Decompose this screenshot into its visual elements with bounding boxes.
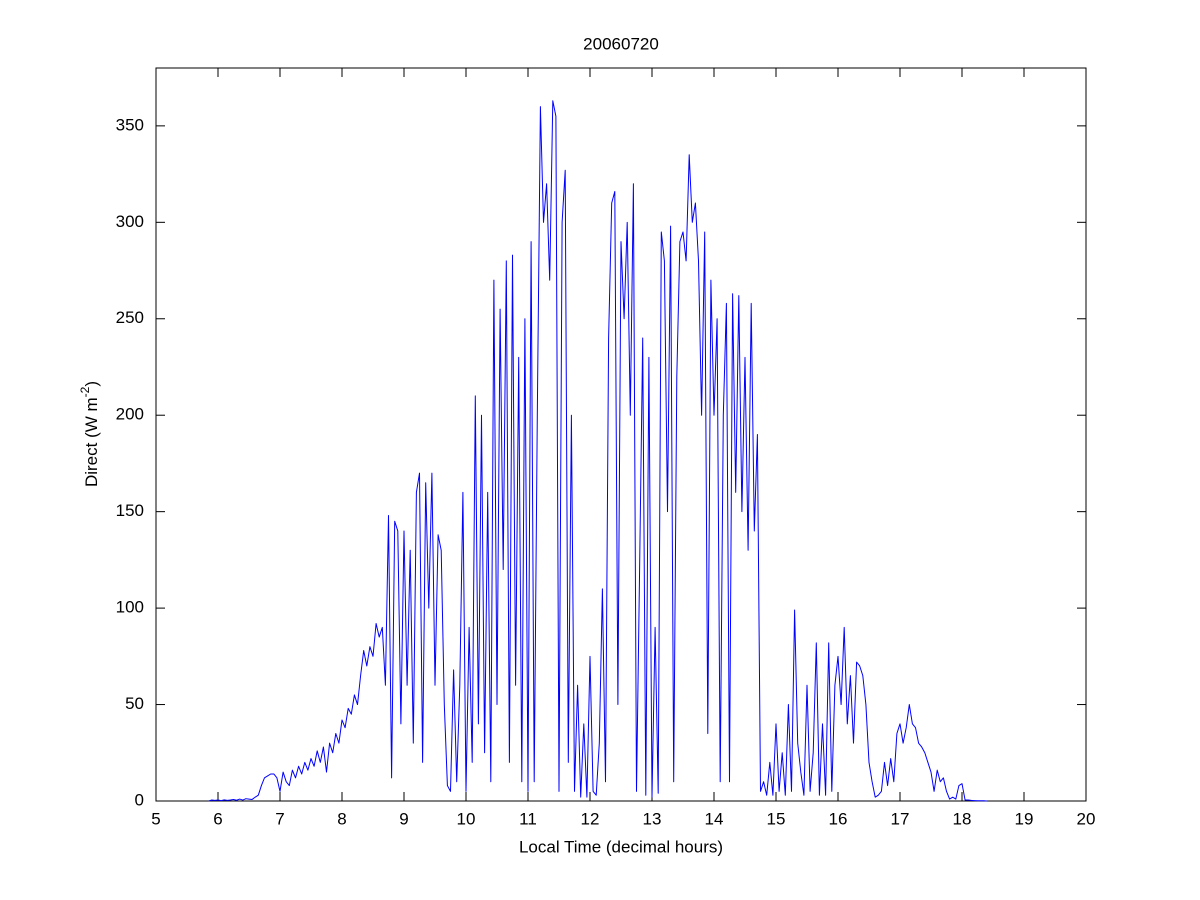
x-tick-label: 11 <box>519 809 537 828</box>
y-tick-label: 150 <box>116 501 144 520</box>
x-tick-label: 9 <box>399 809 408 828</box>
x-tick-label: 12 <box>581 809 600 828</box>
x-tick-label: 6 <box>213 809 222 828</box>
x-tick-label: 10 <box>457 809 476 828</box>
y-tick-label: 200 <box>116 405 144 424</box>
y-tick-label: 300 <box>116 212 144 231</box>
x-tick-label: 8 <box>337 809 346 828</box>
x-tick-label: 19 <box>1015 809 1034 828</box>
y-axis-label-exponent: -2 <box>78 386 92 397</box>
data-line <box>208 100 987 802</box>
x-axis-label: Local Time (decimal hours) <box>519 837 723 856</box>
chart-title: 20060720 <box>583 34 659 53</box>
y-tick-label: 50 <box>125 694 144 713</box>
y-tick-label: 0 <box>135 790 144 809</box>
y-axis-label-close: ) <box>82 381 101 387</box>
x-tick-label: 17 <box>891 809 910 828</box>
y-axis-label: Direct (W m-2) <box>78 381 101 487</box>
y-tick-label: 100 <box>116 598 144 617</box>
x-tick-label: 16 <box>829 809 848 828</box>
x-tick-label: 14 <box>705 809 724 828</box>
y-tick-label: 250 <box>116 308 144 327</box>
x-tick-label: 18 <box>953 809 972 828</box>
y-axis-label-text: Direct (W m <box>82 397 101 487</box>
x-tick-label: 5 <box>151 809 160 828</box>
x-tick-label: 20 <box>1077 809 1096 828</box>
plot-area <box>155 67 1087 802</box>
x-tick-label: 15 <box>767 809 786 828</box>
x-tick-label: 7 <box>275 809 284 828</box>
x-tick-label: 13 <box>643 809 662 828</box>
y-tick-label: 350 <box>116 115 144 134</box>
